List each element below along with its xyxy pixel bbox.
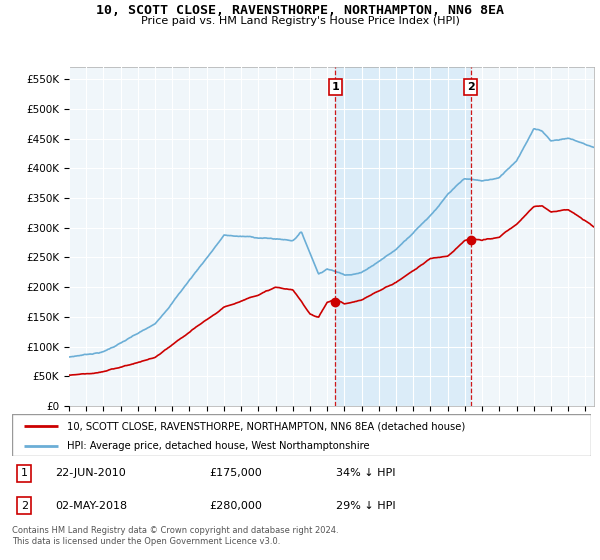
Text: 2: 2 — [467, 82, 475, 92]
Text: £175,000: £175,000 — [209, 468, 262, 478]
Text: 22-JUN-2010: 22-JUN-2010 — [55, 468, 126, 478]
Text: 10, SCOTT CLOSE, RAVENSTHORPE, NORTHAMPTON, NN6 8EA (detached house): 10, SCOTT CLOSE, RAVENSTHORPE, NORTHAMPT… — [67, 421, 465, 431]
Text: Price paid vs. HM Land Registry's House Price Index (HPI): Price paid vs. HM Land Registry's House … — [140, 16, 460, 26]
Text: 1: 1 — [20, 468, 28, 478]
Bar — [335, 67, 470, 406]
Text: 10, SCOTT CLOSE, RAVENSTHORPE, NORTHAMPTON, NN6 8EA: 10, SCOTT CLOSE, RAVENSTHORPE, NORTHAMPT… — [96, 4, 504, 17]
Text: Contains HM Land Registry data © Crown copyright and database right 2024.
This d: Contains HM Land Registry data © Crown c… — [12, 526, 338, 546]
Text: £280,000: £280,000 — [209, 501, 262, 511]
Text: 29% ↓ HPI: 29% ↓ HPI — [336, 501, 396, 511]
Text: 1: 1 — [331, 82, 339, 92]
Text: HPI: Average price, detached house, West Northamptonshire: HPI: Average price, detached house, West… — [67, 441, 370, 451]
Text: 34% ↓ HPI: 34% ↓ HPI — [336, 468, 396, 478]
Text: 02-MAY-2018: 02-MAY-2018 — [55, 501, 128, 511]
Text: 2: 2 — [20, 501, 28, 511]
